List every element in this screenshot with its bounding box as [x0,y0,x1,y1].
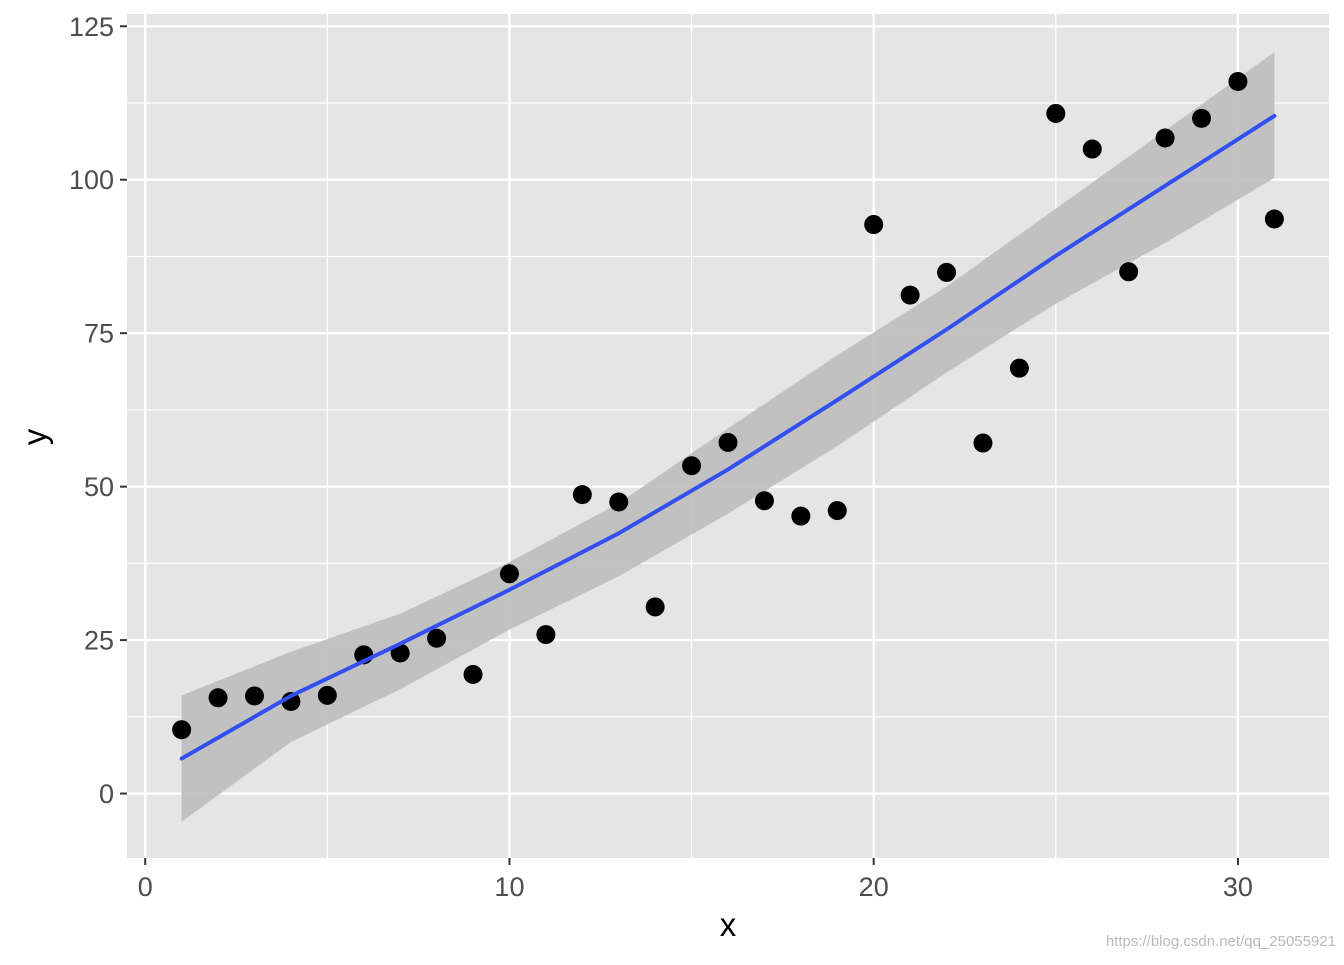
x-tick-label: 0 [138,872,153,902]
y-axis-title: y [16,428,53,445]
data-point [172,720,192,740]
data-point [645,597,665,617]
data-point [1192,108,1212,128]
x-tick-label: 30 [1223,872,1253,902]
data-point [609,492,629,512]
data-point [463,664,483,684]
data-point [1009,358,1029,378]
data-point [973,433,993,453]
data-point [572,485,592,505]
data-point [1082,139,1102,159]
data-point [208,688,228,708]
data-point [244,686,264,706]
y-tick-label: 50 [84,472,114,502]
data-point [754,491,774,511]
y-tick-label: 0 [99,779,114,809]
watermark: https://blog.csdn.net/qq_25055921 [1106,933,1336,950]
data-point [791,506,811,526]
data-point [1228,72,1248,92]
y-tick-label: 75 [84,319,114,349]
y-tick-label: 25 [84,626,114,656]
data-point [937,262,957,282]
data-point [900,285,920,305]
data-point [427,628,447,648]
data-point [1155,128,1175,148]
x-axis-ticks: 0 10 20 30 [138,858,1253,902]
x-axis-title: x [720,906,737,943]
data-point [1264,209,1284,229]
x-tick-label: 20 [859,872,889,902]
y-tick-label: 125 [69,12,114,42]
data-point [536,625,556,645]
data-point [1046,103,1066,123]
y-tick-label: 100 [69,165,114,195]
data-point [864,215,884,235]
data-points [172,72,1284,740]
data-point [317,685,337,705]
fit-line [179,113,1277,761]
data-point [682,456,702,476]
y-axis-ticks: 0 25 50 75 100 125 [69,12,127,809]
data-point [718,432,738,452]
x-tick-label: 10 [494,872,524,902]
data-point [499,564,519,584]
data-point [827,501,847,521]
data-point [1119,262,1139,282]
